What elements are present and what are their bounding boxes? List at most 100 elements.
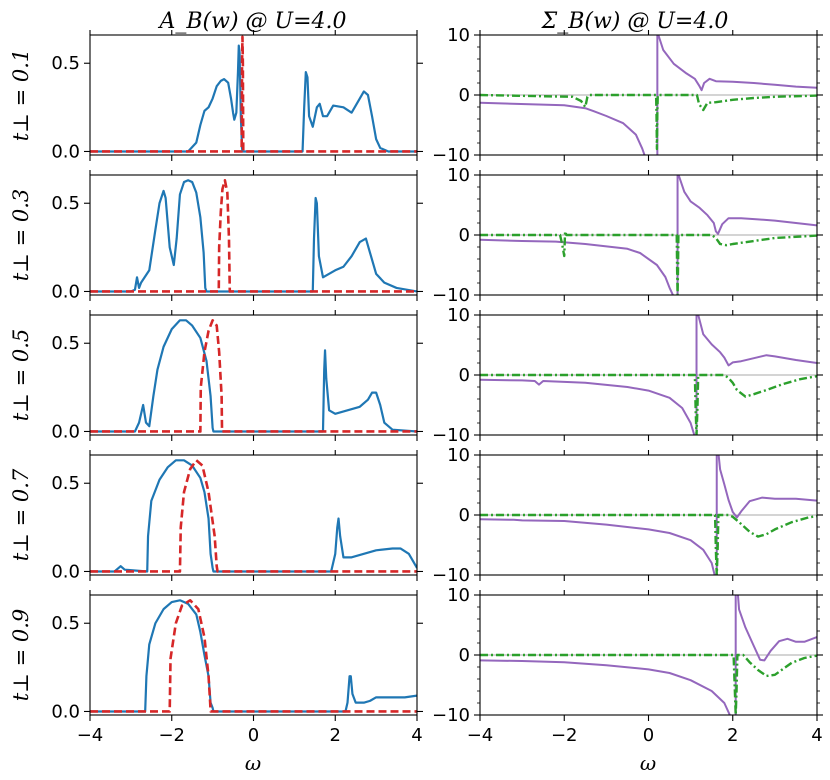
y-tick-label: 0 xyxy=(459,85,470,106)
row-label: t⊥ = 0.5 xyxy=(9,329,33,422)
series-purple-line-upper xyxy=(717,455,817,519)
self-energy-series xyxy=(480,35,817,155)
y-tick-label: 0.5 xyxy=(51,333,80,354)
x-tick-label: 2 xyxy=(330,725,341,746)
series-purple-line xyxy=(480,238,675,295)
x-tick-label: 4 xyxy=(411,725,422,746)
x-tick-label: −4 xyxy=(467,725,494,746)
series-red-dashed-line xyxy=(90,458,417,573)
series-red-dashed-line xyxy=(90,598,417,713)
row-2: 0.0 0.5 t⊥ = 0.3 −10 0 10 xyxy=(9,165,823,306)
series-red-dashed-line xyxy=(90,318,417,433)
row-3: 0.0 0.5 t⊥ = 0.5 −10 0 10 xyxy=(9,305,823,446)
panels: 0.0 0.5 t⊥ = 0.1 −10 0 10 0.0 0.5 t⊥ = 0.3 −10 0 10… xyxy=(9,25,823,746)
spectral-panel-frame xyxy=(89,174,418,296)
self-energy-series xyxy=(480,175,817,295)
y-tick-label: 0.0 xyxy=(51,421,80,442)
spectral-panel-frame xyxy=(89,314,418,436)
y-tick-label: −10 xyxy=(432,145,470,166)
y-tick-label: 0.0 xyxy=(51,701,80,722)
y-tick-label: −10 xyxy=(432,285,470,306)
series-purple-line-upper xyxy=(697,315,817,367)
spectral-series xyxy=(90,35,417,153)
row-1: 0.0 0.5 t⊥ = 0.1 −10 0 10 xyxy=(9,25,823,166)
series-red-dashed-line xyxy=(90,35,417,153)
spectral-panel: 0.0 0.5 xyxy=(51,450,423,582)
y-tick-label: 0 xyxy=(459,505,470,526)
self-energy-series xyxy=(480,595,817,715)
series-green-dashdot-line xyxy=(480,653,817,715)
series-purple-line xyxy=(480,378,696,435)
x-tick-label: −2 xyxy=(158,725,185,746)
spectral-series xyxy=(90,598,417,713)
spectral-panel: 0.0 0.5 xyxy=(51,310,423,442)
x-tick-label: 0 xyxy=(248,725,259,746)
row-label: t⊥ = 0.3 xyxy=(9,189,33,282)
y-tick-label: 0.5 xyxy=(51,53,80,74)
self-energy-panel: −10 0 10 xyxy=(432,305,823,446)
series-purple-line xyxy=(480,101,646,155)
series-green-dashdot-line xyxy=(480,230,817,295)
series-blue-line xyxy=(90,179,417,293)
row-label: t⊥ = 0.7 xyxy=(9,468,33,561)
row-label: t⊥ = 0.1 xyxy=(9,49,33,142)
series-red-dashed-line xyxy=(90,178,417,293)
y-tick-label: −10 xyxy=(432,425,470,446)
y-tick-label: 10 xyxy=(447,445,470,466)
series-blue-line xyxy=(90,599,417,713)
self-energy-series xyxy=(480,455,817,575)
row-label: t⊥ = 0.9 xyxy=(9,609,33,702)
spectral-series xyxy=(90,458,417,573)
y-tick-label: 0.0 xyxy=(51,281,80,302)
series-green-dashdot-line xyxy=(480,513,817,575)
series-green-dashdot-line xyxy=(480,93,817,151)
left-x-axis-label: ω xyxy=(245,751,261,775)
y-tick-label: 0.5 xyxy=(51,193,80,214)
spectral-panel-frame xyxy=(89,454,418,576)
y-tick-label: −10 xyxy=(432,705,470,726)
self-energy-panel: −10 0 10 xyxy=(432,25,823,166)
x-tick-label: −2 xyxy=(551,725,578,746)
x-tick-label: 2 xyxy=(727,725,738,746)
y-tick-label: 0.0 xyxy=(51,561,80,582)
series-purple-line-upper xyxy=(736,595,817,662)
y-tick-label: −10 xyxy=(432,565,470,586)
y-tick-label: 0 xyxy=(459,645,470,666)
row-4: 0.0 0.5 t⊥ = 0.7 −10 0 10 xyxy=(9,445,823,586)
row-5: 0.0 0.5 −4 −2 0 2 4 t⊥ = 0.9 −10 0 10 −4 −2 0 2 4 xyxy=(9,585,823,746)
spectral-panel: 0.0 0.5 xyxy=(51,30,423,162)
x-tick-label: 4 xyxy=(811,725,822,746)
right-x-axis-label: ω xyxy=(640,751,656,775)
spectral-panel: 0.0 0.5 xyxy=(51,170,423,302)
series-purple-line xyxy=(480,518,716,575)
y-tick-label: 0.5 xyxy=(51,613,80,634)
spectral-series xyxy=(90,318,417,433)
series-purple-line xyxy=(480,659,731,715)
spectral-panel: 0.0 0.5 −4 −2 0 2 4 xyxy=(51,590,423,746)
series-green-dashdot-line xyxy=(480,373,817,435)
y-tick-label: 0 xyxy=(459,365,470,386)
series-purple-line-upper xyxy=(677,175,817,235)
self-energy-panel: −10 0 10 −4 −2 0 2 4 xyxy=(432,585,823,746)
series-blue-line xyxy=(90,319,417,433)
spectral-series xyxy=(90,178,417,293)
self-energy-panel: −10 0 10 xyxy=(432,445,823,586)
self-energy-series xyxy=(480,315,817,435)
y-tick-label: 10 xyxy=(447,585,470,606)
y-tick-label: 0.0 xyxy=(51,141,80,162)
x-tick-label: −4 xyxy=(77,725,104,746)
y-tick-label: 10 xyxy=(447,25,470,46)
y-tick-label: 10 xyxy=(447,305,470,326)
y-tick-label: 0.5 xyxy=(51,473,80,494)
left-column-title: A_B(w) @ U=4.0 xyxy=(158,9,347,34)
self-energy-panel: −10 0 10 xyxy=(432,165,823,306)
y-tick-label: 0 xyxy=(459,225,470,246)
series-purple-line-upper xyxy=(657,35,817,92)
series-blue-line xyxy=(90,44,417,153)
x-tick-label: 0 xyxy=(643,725,654,746)
right-column-title: Σ_B(w) @ U=4.0 xyxy=(541,9,729,34)
spectral-panel-frame xyxy=(89,594,418,716)
y-tick-label: 10 xyxy=(447,165,470,186)
series-blue-line xyxy=(90,459,417,573)
